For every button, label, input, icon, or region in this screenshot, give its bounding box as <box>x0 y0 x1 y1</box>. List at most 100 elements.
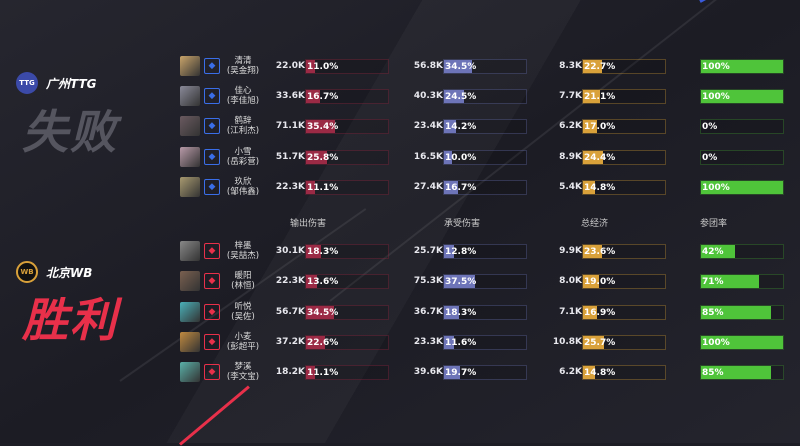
participation-fill <box>701 60 783 73</box>
taken-bar: 24.5% <box>443 89 527 104</box>
gold-value: 7.1K <box>559 307 582 317</box>
damage-bar: 18.3% <box>305 244 389 259</box>
damage-fill <box>306 275 318 288</box>
taken-bar: 37.5% <box>443 274 527 289</box>
taken-bar: 11.6% <box>443 335 527 350</box>
gold-fill <box>583 181 596 194</box>
taken-fill <box>444 60 473 73</box>
participation-bar: 100% <box>700 59 784 74</box>
player-name: 梓墨 (吴喆杰) <box>224 241 262 261</box>
damage-percent: 16.7% <box>307 92 339 102</box>
player-name: 玖欣 (邹伟鑫) <box>224 177 262 197</box>
player-realname: (彭超平) <box>226 342 260 352</box>
participation-percent: 0% <box>702 153 718 163</box>
gold-bar: 22.7% <box>582 59 666 74</box>
team-header-wb: WB 北京WB <box>16 261 92 283</box>
hero-avatar <box>180 86 200 106</box>
gold-percent: 19.0% <box>584 277 616 287</box>
taken-bar: 12.8% <box>443 244 527 259</box>
taken-percent: 37.5% <box>445 277 477 287</box>
hero-name: 梦溪 <box>234 362 252 372</box>
taken-fill <box>444 120 456 133</box>
player-name: 小雪 (岳彩营) <box>224 147 262 167</box>
damage-percent: 25.8% <box>307 153 339 163</box>
gold-bar: 23.6% <box>582 244 666 259</box>
participation-fill <box>701 366 771 379</box>
hero-name: 鹤辞 <box>234 116 252 126</box>
taken-value: 23.4K <box>413 121 443 131</box>
damage-bar: 11.0% <box>305 59 389 74</box>
gold-bar: 24.4% <box>582 150 666 165</box>
damage-value: 30.1K <box>275 246 305 256</box>
gold-fill <box>583 336 605 349</box>
participation-bar: 100% <box>700 180 784 195</box>
hero-avatar <box>180 177 200 197</box>
damage-bar: 13.6% <box>305 274 389 289</box>
hero-name: 暖阳 <box>234 271 252 281</box>
player-row: ◆ 清清 (吴金翔) 22.0K 11.0% 56.8K 34.5% 8.3K 2… <box>180 54 790 80</box>
player-realname: (李佳旭) <box>226 96 260 106</box>
taken-value: 25.7K <box>413 246 443 256</box>
damage-fill <box>306 336 325 349</box>
damage-bar: 11.1% <box>305 180 389 195</box>
role-icon: ◆ <box>204 273 220 289</box>
participation-bar: 42% <box>700 244 784 259</box>
role-icon: ◆ <box>204 179 220 195</box>
role-icon: ◆ <box>204 243 220 259</box>
damage-bar: 11.1% <box>305 365 389 380</box>
hero-avatar <box>180 56 200 76</box>
gold-bar: 25.7% <box>582 335 666 350</box>
taken-percent: 18.3% <box>445 308 477 318</box>
player-row: ◆ 玖欣 (邹伟鑫) 22.3K 11.1% 27.4K 16.7% 5.4K 1… <box>180 175 790 201</box>
taken-fill <box>444 90 465 103</box>
gold-percent: 23.6% <box>584 247 616 257</box>
player-row: ◆ 小麦 (彭超平) 37.2K 22.6% 23.3K 11.6% 10.8K … <box>180 330 790 356</box>
gold-bar: 14.8% <box>582 365 666 380</box>
damage-value: 18.2K <box>275 367 305 377</box>
player-row: ◆ 梓墨 (吴喆杰) 30.1K 18.3% 25.7K 12.8% 9.9K 2… <box>180 239 790 265</box>
gold-percent: 24.4% <box>584 153 616 163</box>
gold-percent: 22.7% <box>584 62 616 72</box>
team-name: 广州TTG <box>46 76 97 91</box>
damage-percent: 11.0% <box>307 62 339 72</box>
damage-fill <box>306 151 328 164</box>
taken-bar: 19.7% <box>443 365 527 380</box>
taken-bar: 10.0% <box>443 150 527 165</box>
gold-fill <box>583 306 597 319</box>
gold-bar: 21.1% <box>582 89 666 104</box>
player-name: 清清 (吴金翔) <box>224 56 262 76</box>
player-realname: (岳彩营) <box>226 157 260 167</box>
gold-fill <box>583 60 602 73</box>
header-participation: 参团率 <box>700 219 728 229</box>
player-realname: (邹伟鑫) <box>226 187 260 197</box>
participation-bar: 71% <box>700 274 784 289</box>
player-realname: (吴喆杰) <box>226 251 260 261</box>
hero-avatar <box>180 362 200 382</box>
taken-percent: 14.2% <box>445 122 477 132</box>
taken-percent: 19.7% <box>445 368 477 378</box>
header-taken: 承受伤害 <box>444 219 481 229</box>
hero-avatar <box>180 332 200 352</box>
damage-fill <box>306 306 335 319</box>
gold-percent: 21.1% <box>584 92 616 102</box>
participation-percent: 42% <box>702 247 724 257</box>
hero-avatar <box>180 241 200 261</box>
taken-percent: 11.6% <box>445 338 477 348</box>
gold-value: 6.2K <box>559 367 582 377</box>
player-name: 鹤辞 (江利杰) <box>224 116 262 136</box>
player-row: ◆ 暖阳 (林恒) 22.3K 13.6% 75.3K 37.5% 8.0K 19… <box>180 269 790 295</box>
gold-value: 5.4K <box>559 182 582 192</box>
damage-percent: 22.6% <box>307 338 339 348</box>
player-name: 暖阳 (林恒) <box>224 271 262 291</box>
taken-bar: 16.7% <box>443 180 527 195</box>
taken-percent: 16.7% <box>445 183 477 193</box>
damage-value: 33.6K <box>275 91 305 101</box>
damage-bar: 25.8% <box>305 150 389 165</box>
result-win: 胜利 <box>22 293 118 347</box>
gold-percent: 14.8% <box>584 368 616 378</box>
gold-value: 7.7K <box>559 91 582 101</box>
damage-percent: 35.4% <box>307 122 339 132</box>
role-icon: ◆ <box>204 334 220 350</box>
gold-value: 6.2K <box>559 121 582 131</box>
hero-name: 玖欣 <box>234 177 252 187</box>
